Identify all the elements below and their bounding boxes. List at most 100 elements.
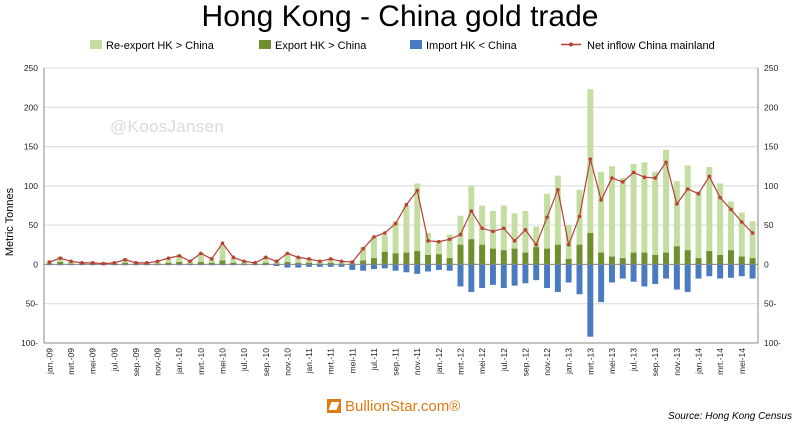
bar-export bbox=[684, 250, 691, 265]
bar-import bbox=[652, 264, 659, 285]
bar-import bbox=[457, 264, 464, 287]
x-tick-label: jul.-10 bbox=[239, 348, 249, 372]
y-tick-label-right: 50 bbox=[764, 220, 774, 230]
y-tick-label-left: 50 bbox=[29, 220, 39, 230]
bar-import bbox=[338, 264, 345, 267]
x-tick-label: sep.-11 bbox=[391, 348, 401, 376]
net-inflow-polyline bbox=[49, 158, 754, 265]
bar-reexport bbox=[360, 247, 367, 265]
watermark: @KoosJansen bbox=[110, 117, 225, 136]
bar-export bbox=[57, 262, 64, 265]
x-tick-label: mei-12 bbox=[477, 348, 487, 374]
bar-export bbox=[457, 244, 464, 265]
bar-export bbox=[576, 244, 583, 265]
net-inflow-point bbox=[566, 242, 571, 247]
bar-reexport bbox=[392, 221, 399, 265]
y-tick-label-left: 50- bbox=[26, 299, 38, 309]
net-inflow-point bbox=[123, 257, 127, 262]
bar-import bbox=[327, 264, 334, 267]
bar-export bbox=[392, 253, 399, 265]
bar-reexport bbox=[652, 171, 659, 265]
bar-reexport bbox=[500, 205, 507, 265]
net-inflow-point bbox=[382, 231, 387, 235]
bar-export bbox=[295, 262, 302, 265]
net-inflow-point bbox=[631, 170, 636, 175]
bar-export bbox=[565, 258, 572, 265]
net-inflow-point bbox=[534, 242, 539, 247]
net-inflow-point bbox=[328, 257, 333, 261]
net-inflow-point bbox=[718, 195, 722, 200]
bar-import bbox=[695, 264, 702, 279]
bar-export bbox=[673, 246, 680, 265]
bar-import bbox=[598, 264, 605, 303]
bar-export bbox=[695, 258, 702, 265]
x-tick-label: mei-10 bbox=[218, 348, 228, 374]
x-tick-label: jan.-11 bbox=[304, 348, 314, 375]
legend-label-net: Net inflow China mainland bbox=[587, 40, 715, 52]
x-tick-label: mei-09 bbox=[88, 348, 98, 374]
legend-label-reexport: Re-export HK > China bbox=[106, 40, 215, 52]
bar-export bbox=[652, 255, 659, 265]
x-tick-label: mrt.-13 bbox=[585, 348, 595, 375]
bar-import bbox=[446, 264, 453, 271]
bar-import bbox=[370, 264, 377, 270]
x-tick-label: nov.-12 bbox=[542, 348, 552, 376]
x-tick-label: sep.-09 bbox=[131, 348, 141, 377]
bar-reexport bbox=[230, 258, 237, 265]
bar-import bbox=[533, 264, 540, 281]
bar-export bbox=[435, 254, 442, 265]
x-tick-label: nov.-09 bbox=[153, 348, 163, 376]
net-inflow-point bbox=[426, 239, 430, 243]
bar-import bbox=[511, 264, 518, 286]
bar-export bbox=[381, 251, 388, 265]
bar-export bbox=[522, 252, 529, 265]
bar-export bbox=[619, 258, 626, 265]
bar-reexport bbox=[414, 183, 421, 265]
bar-reexport bbox=[197, 252, 204, 265]
bar-reexport bbox=[457, 215, 464, 265]
bar-reexport bbox=[738, 212, 745, 265]
bar-reexport bbox=[641, 162, 648, 265]
x-tick-label: mrt.-14 bbox=[715, 348, 725, 375]
bar-import bbox=[414, 264, 421, 274]
net-inflow-point bbox=[69, 259, 73, 264]
bar-reexport bbox=[489, 211, 496, 265]
bar-reexport bbox=[695, 191, 702, 265]
net-inflow-point bbox=[696, 191, 701, 196]
bar-import bbox=[544, 264, 551, 288]
bar-reexport bbox=[663, 149, 670, 265]
bar-export bbox=[479, 244, 486, 265]
bar-import bbox=[468, 264, 475, 292]
bar-export bbox=[598, 252, 605, 265]
bar-export bbox=[727, 250, 734, 265]
net-inflow-point bbox=[372, 235, 376, 239]
net-inflow-line bbox=[47, 157, 755, 266]
bar-reexport bbox=[598, 171, 605, 265]
axes bbox=[43, 68, 759, 344]
bar-import bbox=[684, 264, 691, 292]
bullionstar-logo-icon bbox=[327, 399, 341, 413]
net-inflow-point bbox=[588, 157, 593, 161]
bar-reexport bbox=[576, 189, 583, 265]
bar-reexport bbox=[554, 175, 561, 265]
bar-import bbox=[727, 264, 734, 278]
net-inflow-point bbox=[653, 176, 658, 180]
bar-import bbox=[673, 264, 680, 290]
bar-export bbox=[468, 239, 475, 265]
bar-reexport bbox=[468, 185, 475, 265]
net-inflow-point bbox=[307, 257, 311, 261]
bar-import bbox=[587, 264, 594, 337]
net-inflow-point bbox=[199, 251, 203, 256]
x-tick-label: mrt.-12 bbox=[456, 348, 466, 375]
net-inflow-point bbox=[501, 226, 506, 231]
bar-export bbox=[403, 252, 410, 265]
bar-reexport bbox=[381, 234, 388, 265]
x-tick-label: mrt.-10 bbox=[196, 348, 206, 375]
bar-reexport bbox=[587, 89, 594, 265]
bar-import bbox=[435, 264, 442, 270]
bar-import bbox=[316, 264, 323, 267]
net-inflow-point bbox=[610, 176, 614, 180]
bar-reexport bbox=[511, 213, 518, 265]
net-inflow-point bbox=[512, 239, 517, 243]
net-inflow-point bbox=[80, 261, 84, 265]
